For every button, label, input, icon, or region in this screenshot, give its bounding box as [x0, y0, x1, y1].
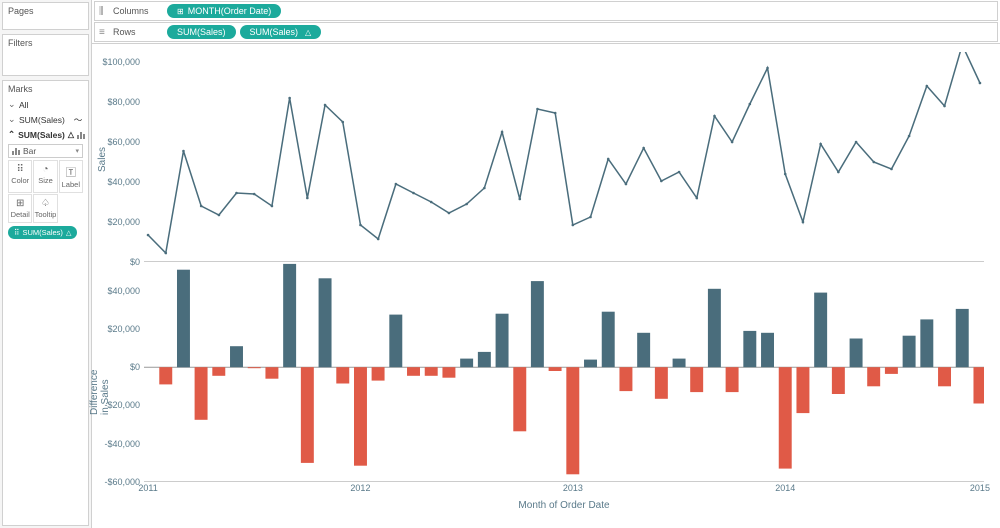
marks-grid: ⠿Color ◔Size 🅃Label ⊞Detail ♤Tooltip — [8, 160, 83, 223]
columns-shelf[interactable]: ⫼ Columns ⊞MONTH(Order Date) — [94, 1, 998, 21]
pill-sum-sales-2[interactable]: SUM(Sales) — [240, 25, 322, 39]
marks-card: Marks All SUM(Sales) 〜 ⌃ SUM(Sales) △ Ba… — [2, 80, 89, 526]
shelves: ⫼ Columns ⊞MONTH(Order Date) ≡ Rows SUM(… — [92, 0, 1000, 44]
marks-row-sum-sales-delta[interactable]: ⌃ SUM(Sales) △ — [8, 127, 83, 142]
label-icon: 🅃 — [60, 164, 82, 179]
filters-title: Filters — [8, 38, 83, 48]
line-icon: 〜 — [73, 115, 83, 125]
size-button[interactable]: ◔Size — [33, 160, 57, 193]
marks-row-all[interactable]: All — [8, 97, 83, 112]
delta-icon: △ — [66, 229, 71, 237]
pill-sum-sales-1[interactable]: SUM(Sales) — [167, 25, 236, 39]
bar-icon — [12, 147, 20, 155]
pages-card: Pages — [2, 2, 89, 30]
side-panel: Pages Filters Marks All SUM(Sales) 〜 ⌃ S… — [0, 0, 92, 528]
bar-chart-panel[interactable]: -$60,000-$40,000-$20,000$0$20,000$40,000… — [144, 262, 984, 482]
rows-icon: ≡ — [99, 27, 113, 38]
y-axis-ticks-diff: -$60,000-$40,000-$20,000$0$20,000$40,000 — [98, 262, 142, 481]
size-icon: ◔ — [34, 164, 56, 175]
marks-pill-sum-sales[interactable]: ⠿ SUM(Sales) △ — [8, 226, 77, 239]
rows-shelf[interactable]: ≡ Rows SUM(Sales) SUM(Sales) — [94, 22, 998, 42]
color-dots-icon: ⠿ — [14, 228, 20, 237]
line-chart-svg — [144, 52, 984, 262]
line-chart-panel[interactable]: $0$20,000$40,000$60,000$80,000$100,000 — [144, 52, 984, 262]
chevron-down-icon — [8, 99, 16, 110]
color-icon: ⠿ — [9, 164, 31, 175]
bar-icon — [77, 130, 85, 140]
detail-icon: ⊞ — [9, 198, 31, 209]
pages-title: Pages — [8, 6, 83, 16]
x-axis-ticks: 20112012201320142015 — [144, 483, 984, 495]
tooltip-button[interactable]: ♤Tooltip — [33, 194, 57, 223]
x-axis-title[interactable]: Month of Order Date — [144, 500, 984, 511]
color-button[interactable]: ⠿Color — [8, 160, 32, 193]
chevron-down-icon — [8, 114, 16, 125]
mark-type-dropdown[interactable]: Bar — [8, 144, 83, 158]
marks-title: Marks — [8, 84, 83, 94]
detail-button[interactable]: ⊞Detail — [8, 194, 32, 223]
main-area: ⫼ Columns ⊞MONTH(Order Date) ≡ Rows SUM(… — [92, 0, 1000, 528]
columns-icon: ⫼ — [99, 6, 113, 17]
visualization: Sales Difference in Sales $0$20,000$40,0… — [92, 44, 1000, 528]
chevron-up-icon: ⌃ — [8, 129, 15, 140]
bar-chart-svg — [144, 262, 984, 482]
y-axis-ticks-sales: $0$20,000$40,000$60,000$80,000$100,000 — [98, 52, 142, 261]
pill-month-order-date[interactable]: ⊞MONTH(Order Date) — [167, 4, 281, 18]
delta-icon: △ — [68, 130, 74, 139]
tooltip-icon: ♤ — [34, 198, 56, 209]
marks-row-sum-sales-line[interactable]: SUM(Sales) 〜 — [8, 112, 83, 127]
filters-card: Filters — [2, 34, 89, 76]
label-button[interactable]: 🅃Label — [59, 160, 83, 193]
plus-icon: ⊞ — [177, 7, 184, 16]
